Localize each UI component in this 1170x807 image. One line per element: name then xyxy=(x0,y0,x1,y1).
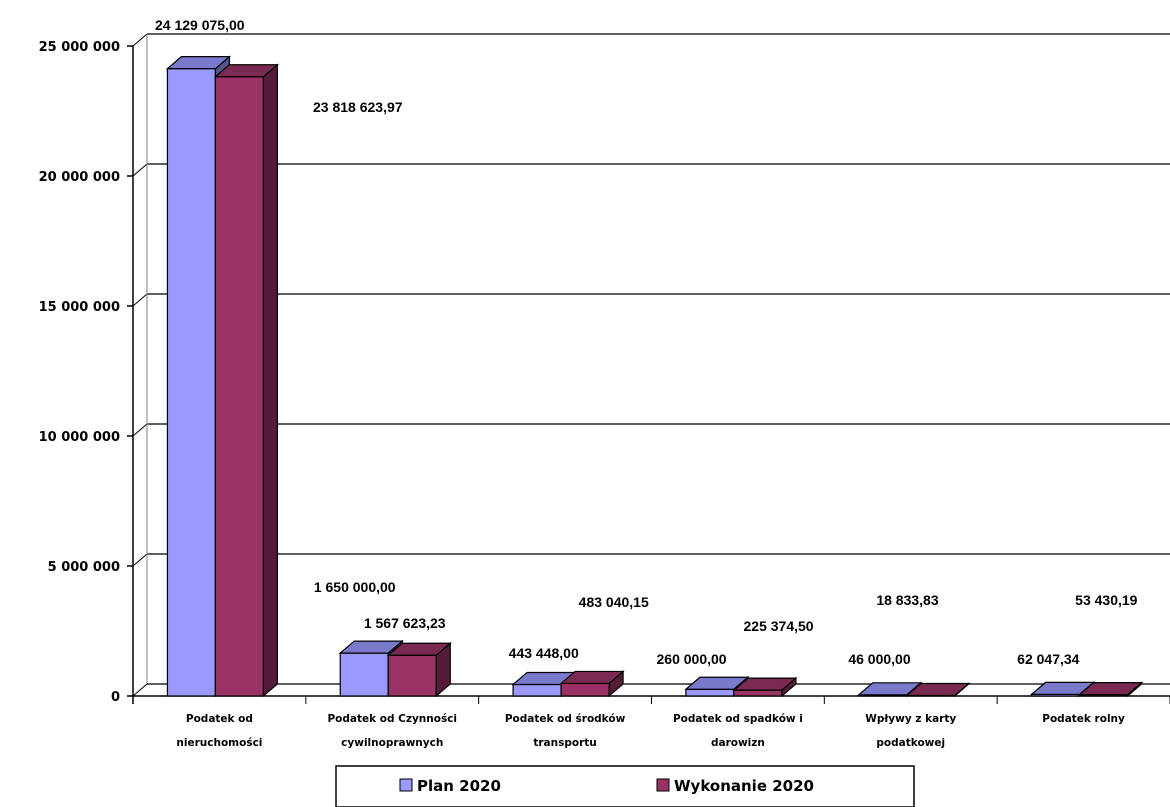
legend-swatch xyxy=(656,778,670,792)
x-tick-label: Podatek od Czynności xyxy=(327,713,457,725)
bar-wykonanie xyxy=(386,641,452,698)
data-label: 483 040,15 xyxy=(579,594,649,610)
axes xyxy=(132,34,1170,704)
data-label: 443 448,00 xyxy=(509,645,579,661)
bar-top xyxy=(559,670,625,685)
data-label: 23 818 623,97 xyxy=(313,99,403,115)
bar-top xyxy=(1077,682,1144,696)
gridline-depth xyxy=(132,423,148,437)
data-label: 18 833,83 xyxy=(876,592,938,608)
bar-top xyxy=(684,676,750,690)
bar-front xyxy=(685,688,735,697)
bar-wykonanie xyxy=(213,63,280,698)
bar-front xyxy=(166,68,217,697)
gridlines xyxy=(132,33,1170,567)
bar-top xyxy=(905,682,971,697)
x-tick-label: nieruchomości xyxy=(176,737,262,749)
x-tick-label: Wpływy z karty xyxy=(865,713,956,725)
bar-side xyxy=(262,63,279,698)
data-label: 62 047,34 xyxy=(1017,651,1079,667)
bar-front xyxy=(512,683,562,697)
bar-wykonanie xyxy=(559,670,625,698)
bar-front xyxy=(214,76,265,697)
legend-item: Plan 2020 xyxy=(399,777,501,795)
data-label: 53 430,19 xyxy=(1075,592,1137,608)
y-tick-label: 0 xyxy=(111,690,120,705)
legend-label: Plan 2020 xyxy=(417,777,501,795)
floor-depth-edge xyxy=(132,683,148,697)
bar-top xyxy=(732,677,798,691)
bar-plan xyxy=(857,681,923,698)
bar-top xyxy=(338,640,404,654)
data-labels: 24 129 075,00 23 818 623,97 1 650 000,00 1 … xyxy=(155,17,1138,667)
y-tick-label: 20 000 000 xyxy=(39,170,120,185)
gridline-depth xyxy=(132,33,148,47)
data-label: 1 650 000,00 xyxy=(314,579,396,595)
legend-box xyxy=(335,765,915,807)
x-tick-label: Podatek od spadków i xyxy=(673,713,803,725)
gridline-depth xyxy=(132,553,148,567)
bar-top xyxy=(857,682,923,696)
legend-label: Wykonanie 2020 xyxy=(674,777,814,795)
y-axis-ticks: 0 5 000 000 10 000 000 15 000 000 20 000 000… xyxy=(39,40,133,705)
data-label: 260 000,00 xyxy=(657,651,727,667)
bar-wykonanie xyxy=(905,682,971,698)
bar-front xyxy=(560,682,610,697)
bar-top xyxy=(386,642,452,656)
x-tick-label: darowizn xyxy=(711,737,765,749)
gridline-depth xyxy=(132,163,148,177)
data-label: 1 567 623,23 xyxy=(364,615,446,631)
data-label: 46 000,00 xyxy=(848,651,910,667)
y-tick-label: 5 000 000 xyxy=(48,560,120,575)
bar-front xyxy=(733,689,783,697)
x-tick-label: Podatek od xyxy=(186,713,253,725)
x-tick-label: cywilnoprawnych xyxy=(341,737,443,749)
x-tick-label: transportu xyxy=(533,737,596,749)
legend-swatch xyxy=(399,778,413,792)
legend: Plan 2020 Wykonanie 2020 xyxy=(335,765,915,807)
bar-wykonanie xyxy=(1077,681,1144,698)
y-tick-label: 10 000 000 xyxy=(39,430,120,445)
data-label: 225 374,50 xyxy=(744,618,814,634)
x-tick-label: Podatek od środków xyxy=(505,713,626,725)
category-labels: Podatek od nieruchomości Podatek od Czynno… xyxy=(176,713,1125,749)
bar-front xyxy=(339,652,389,697)
gridline-depth xyxy=(132,293,148,307)
bars xyxy=(165,55,1144,698)
y-tick-label: 25 000 000 xyxy=(39,40,120,55)
data-label: 24 129 075,00 xyxy=(155,17,245,33)
x-tick-label: Podatek rolny xyxy=(1042,713,1125,725)
legend-item: Wykonanie 2020 xyxy=(656,777,814,795)
x-tick-label: podatkowej xyxy=(876,737,945,749)
bar-wykonanie xyxy=(732,676,798,698)
y-tick-label: 15 000 000 xyxy=(39,300,120,315)
bar-top xyxy=(165,56,232,70)
bar-front xyxy=(387,654,437,697)
bar-top xyxy=(213,64,280,78)
